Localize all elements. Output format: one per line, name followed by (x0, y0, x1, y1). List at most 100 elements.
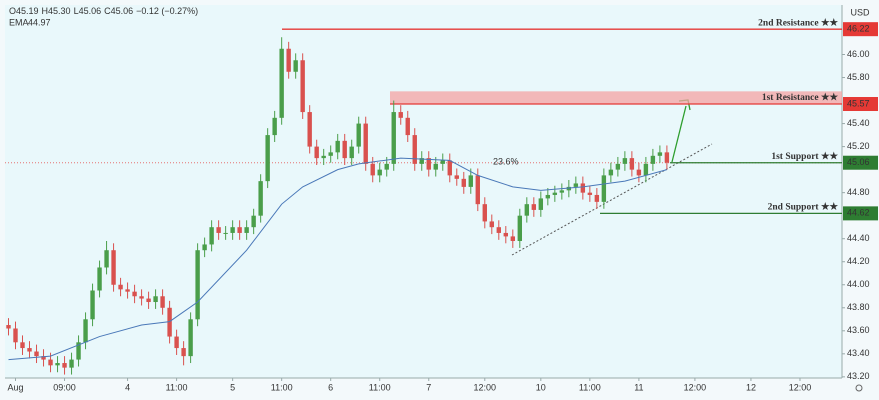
candle-body (118, 284, 123, 290)
candle-body (559, 190, 565, 193)
candle-body (174, 336, 179, 349)
y-tick-label: 43.40 (847, 348, 870, 358)
candle-body (468, 175, 473, 187)
ohlc-legend: O45.19 H45.30 L45.06 C45.06 −0.12 (−0.27%) (9, 6, 198, 16)
candle-body (286, 48, 291, 72)
candle-body (55, 363, 60, 366)
candle-body (629, 158, 635, 170)
candle-body (76, 342, 81, 360)
candle-body (426, 158, 431, 170)
candle-body (601, 175, 607, 202)
y-tick-label: 44.40 (847, 233, 870, 243)
candle-body (657, 152, 663, 156)
x-tick-label: 11:00 (166, 382, 188, 392)
price-label-box (843, 155, 878, 170)
candle-body (643, 163, 649, 176)
candle-body (356, 123, 361, 147)
candle-body (447, 160, 452, 176)
candle-body (139, 296, 144, 299)
candle-body (664, 152, 670, 163)
x-tick-label: 4 (125, 382, 130, 392)
x-tick-label: 11 (634, 382, 643, 392)
y-tick-label: 45.80 (847, 72, 870, 82)
candle-body (650, 155, 656, 164)
candle-body (461, 178, 466, 187)
settings-icon[interactable] (855, 384, 863, 392)
x-tick-label: 12 (746, 382, 756, 392)
candle-body (482, 204, 487, 222)
candle-body (153, 296, 158, 303)
candle-body (384, 163, 389, 170)
candle-body (454, 175, 459, 179)
candle-body (251, 215, 256, 228)
candle-body (622, 158, 628, 164)
candle-body (97, 267, 102, 291)
candle-body (167, 307, 172, 337)
level-label: 1st Resistance ★★ (762, 92, 839, 103)
x-tick-label: 12:00 (789, 382, 812, 392)
candle-body (293, 60, 298, 72)
candle-body (377, 169, 382, 176)
y-tick-label: 44.20 (847, 256, 870, 266)
candle-body (552, 192, 558, 195)
candle-body (475, 175, 480, 205)
candle-body (524, 204, 530, 216)
legend-item: −0.12 (−0.27%) (136, 6, 198, 16)
candle-body (391, 112, 396, 164)
candle-body (412, 135, 417, 164)
candle-body (580, 183, 586, 193)
candle-body (545, 194, 551, 199)
candle-body (83, 319, 88, 343)
y-tick-label: 45.20 (847, 141, 870, 151)
candle-body (314, 146, 319, 159)
candle-body (41, 356, 46, 360)
y-tick-label: 44.00 (847, 279, 870, 289)
candle-body (265, 135, 270, 182)
candle-body (566, 186, 572, 191)
x-tick-label: 11:00 (369, 382, 391, 392)
candle-body (363, 123, 368, 164)
candle-body (6, 325, 11, 329)
y-tick-label: 45.40 (847, 118, 870, 128)
candle-body (244, 227, 249, 233)
candle-body (419, 158, 424, 164)
price-label-box (843, 22, 878, 37)
candle-body (13, 328, 18, 343)
candle-body (216, 227, 221, 233)
candle-body (496, 227, 501, 233)
candle-body (188, 319, 193, 357)
candle-body (370, 163, 375, 176)
candle-body (307, 112, 312, 147)
candle-body (209, 227, 214, 245)
candle-body (342, 140, 347, 159)
candle-body (503, 232, 508, 237)
candle-body (27, 348, 32, 352)
price-label-box (843, 206, 878, 221)
currency-label: USD (850, 7, 870, 17)
candle-body (195, 250, 200, 320)
candle-body (104, 250, 109, 268)
price-label: 45.57 (847, 98, 870, 108)
x-tick-label: 7 (426, 382, 431, 392)
level-label: 1st Support ★★ (771, 151, 838, 162)
candle-body (405, 117, 410, 136)
legend-item: O45.19 (9, 6, 39, 16)
candle-body (510, 236, 516, 242)
candle-body (321, 155, 326, 159)
x-tick-label: 12:00 (474, 382, 497, 392)
candle-body (608, 169, 614, 176)
candle-body (531, 204, 537, 210)
price-label-box (843, 97, 878, 112)
candle-body (279, 48, 284, 118)
y-tick-label: 43.60 (847, 325, 870, 335)
x-tick-label: Aug (7, 382, 23, 392)
price-label: 45.06 (847, 157, 870, 167)
candle-body (111, 250, 116, 285)
x-tick-label: 5 (230, 382, 235, 392)
candle-body (132, 291, 137, 297)
candle-body (146, 298, 151, 303)
price-label: 46.22 (847, 24, 870, 34)
candle-body (237, 227, 242, 233)
candle-body (398, 112, 403, 118)
